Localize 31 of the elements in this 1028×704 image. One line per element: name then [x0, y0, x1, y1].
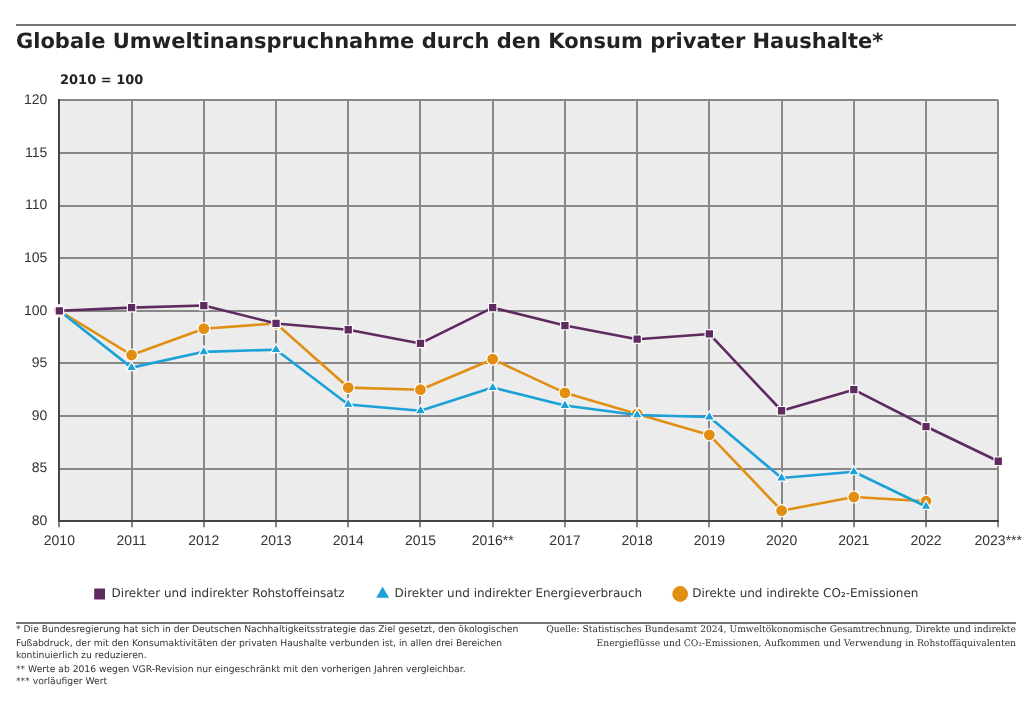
- point: [487, 302, 498, 313]
- point: [486, 381, 499, 392]
- point: [560, 320, 570, 331]
- point: [414, 404, 427, 415]
- point: [342, 397, 355, 409]
- point: [341, 381, 355, 395]
- point: [197, 322, 211, 336]
- point: [774, 504, 789, 518]
- point: [704, 329, 715, 339]
- point: [920, 499, 932, 511]
- point: [632, 334, 642, 345]
- point: [559, 398, 571, 410]
- point: [343, 324, 354, 335]
- chart-title: Globale Umweltinanspruchnahme durch den Konsum privater Haushalte*: [16, 30, 884, 54]
- point: [848, 465, 860, 476]
- point: [558, 386, 572, 400]
- point: [486, 352, 500, 366]
- point: [775, 471, 788, 482]
- point: [921, 421, 931, 432]
- point: [703, 410, 716, 421]
- point: [198, 300, 209, 311]
- point: [270, 343, 282, 354]
- point: [847, 490, 861, 504]
- point: [124, 348, 139, 362]
- point: [126, 302, 137, 313]
- point: [198, 345, 210, 356]
- point: [848, 384, 859, 395]
- point: [702, 428, 716, 442]
- point: [776, 405, 787, 416]
- point: [413, 383, 428, 397]
- point: [125, 361, 138, 372]
